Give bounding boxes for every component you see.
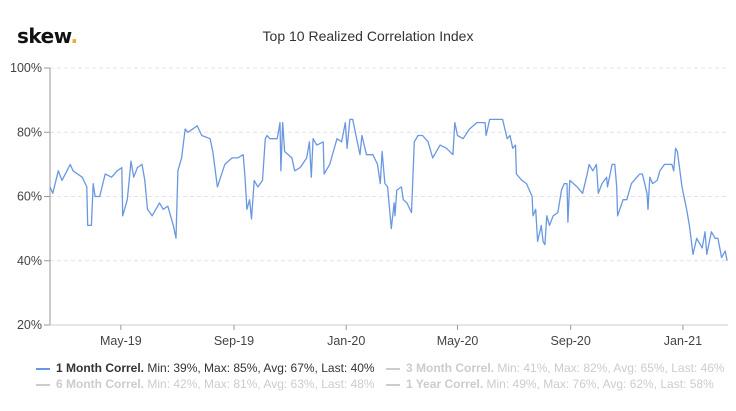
legend-line-symbol — [386, 367, 400, 370]
legend-item-3-month[interactable]: 3 Month Correl. Min: 41%, Max: 82%, Avg:… — [386, 360, 725, 376]
axes: 20% 40% 60% 80% 100% May-19 Sep-19 Jan-20 May-20… — [10, 61, 728, 348]
chart-title: Top 10 Realized Correlation Index — [0, 28, 736, 44]
chart-title-text: Top 10 Realized Correlation Index — [262, 28, 474, 44]
x-tick-label: May-20 — [437, 334, 479, 348]
x-tick-label: May-19 — [100, 334, 142, 348]
y-tick-label: 20% — [17, 318, 42, 332]
legend-line-symbol — [386, 383, 400, 386]
logo-text: skew — [17, 24, 71, 48]
y-tick-label: 60% — [17, 190, 42, 204]
x-tick-label: Sep-19 — [214, 334, 254, 348]
y-tick-label: 40% — [17, 254, 42, 268]
logo-dot: . — [70, 24, 78, 48]
y-tick-label: 80% — [17, 125, 42, 139]
legend-series-stats: Min: 41%, Max: 82%, Avg: 65%, Last: 46% — [497, 361, 725, 375]
legend-series-stats: Min: 49%, Max: 76%, Avg: 62%, Last: 58% — [486, 377, 714, 391]
legend-line-symbol — [36, 383, 50, 386]
legend-line-symbol — [36, 367, 50, 370]
gridlines — [50, 67, 728, 262]
x-tick-label: Sep-20 — [551, 334, 591, 348]
series-group — [49, 118, 728, 261]
legend-series-name: 3 Month Correl. — [406, 361, 495, 375]
x-tick-label: Jan-20 — [327, 334, 365, 348]
legend-series-name: 6 Month Correl. — [56, 377, 145, 391]
series-line-1-month-correl — [49, 118, 728, 261]
skew-logo: skew. — [17, 24, 78, 48]
legend-series-name: 1 Year Correl. — [406, 377, 484, 391]
legend-item-6-month[interactable]: 6 Month Correl. Min: 42%, Max: 81%, Avg:… — [36, 376, 375, 392]
legend-series-name: 1 Month Correl. — [56, 361, 145, 375]
legend-series-stats: Min: 42%, Max: 81%, Avg: 63%, Last: 48% — [147, 377, 375, 391]
x-tick-label: Jan-21 — [664, 334, 702, 348]
legend-series-stats: Min: 39%, Max: 85%, Avg: 67%, Last: 40% — [147, 361, 375, 375]
legend-item-1-month[interactable]: 1 Month Correl. Min: 39%, Max: 85%, Avg:… — [36, 360, 375, 376]
legend-item-1-year[interactable]: 1 Year Correl. Min: 49%, Max: 76%, Avg: … — [386, 376, 714, 392]
y-tick-label: 100% — [10, 61, 42, 75]
